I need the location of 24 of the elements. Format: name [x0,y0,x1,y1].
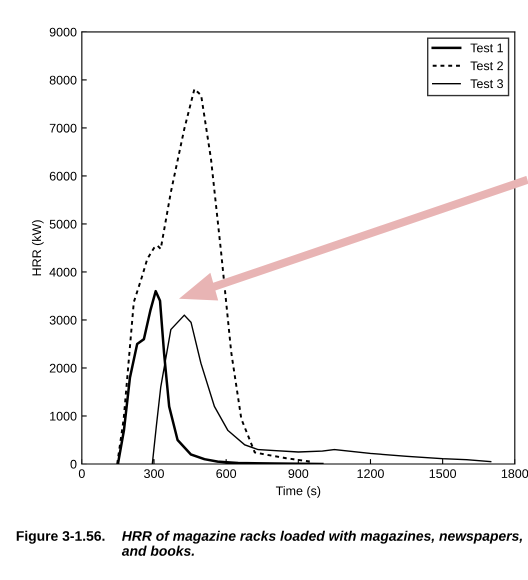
x-tick-label: 1200 [358,469,384,478]
x-axis-title: Time (s) [276,486,320,498]
y-tick-label: 4000 [49,268,76,277]
legend-label: Test 2 [470,61,503,70]
y-tick-label: 1000 [50,412,76,421]
y-tick-label: 5000 [50,220,76,229]
y-axis-title: HRR (kW) [32,220,44,276]
legend-label: Test 1 [470,44,503,52]
text: HRR of magazine racks loaded with magazines, newspapers, and books. [122,530,522,556]
x-tick-label: 1800 [502,469,528,478]
y-tick-label: 6000 [50,172,76,181]
y-tick-label: 0 [70,460,76,469]
x-tick-label: 0 [78,469,85,478]
x-tick-label: 600 [216,469,236,478]
y-tick-label: 8000 [50,76,76,85]
y-tick-label: 7000 [50,124,76,133]
caption: Figure 3-1.56. [16,530,104,544]
y-tick-label: 9000 [50,28,76,37]
y-tick-label: 2000 [50,364,76,373]
legend-label: Test 3 [470,79,504,88]
y-tick-label: 3000 [50,316,76,325]
x-tick-label: 900 [288,469,308,478]
x-tick-label: 1500 [430,469,456,478]
x-tick-label: 300 [144,469,164,478]
